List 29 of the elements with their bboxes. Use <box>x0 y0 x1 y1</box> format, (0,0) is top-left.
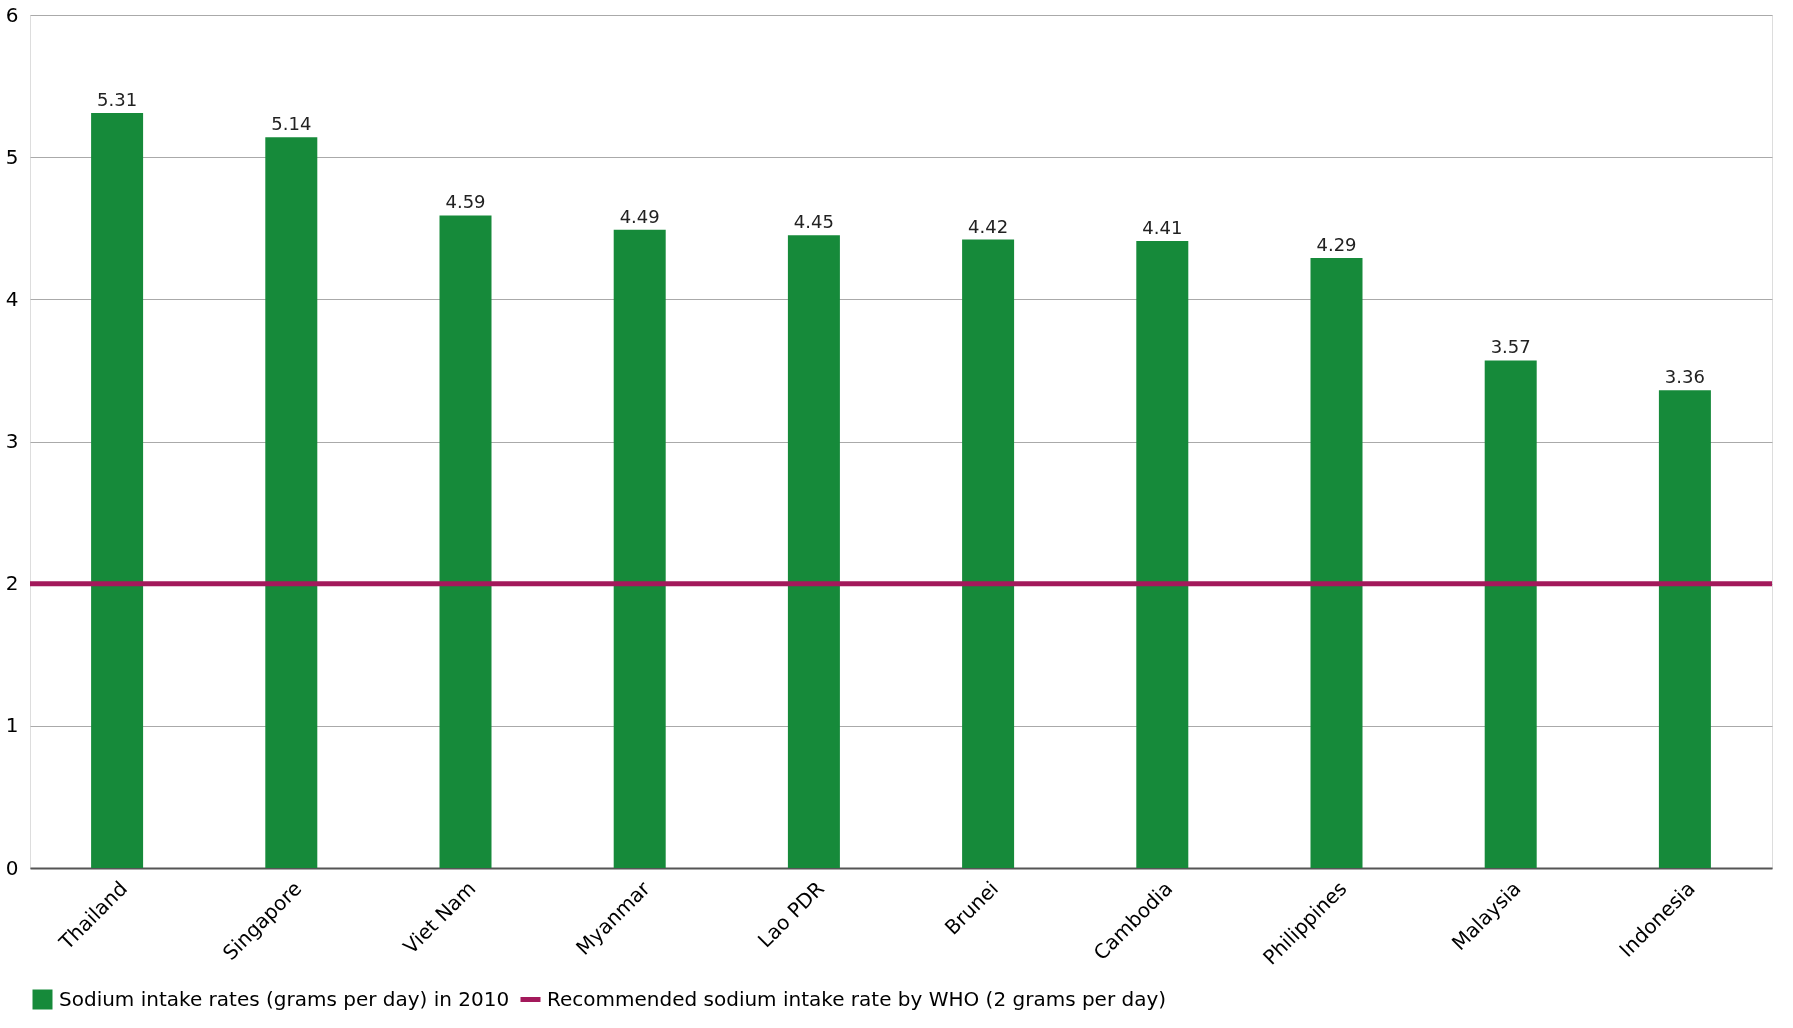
bar <box>1484 360 1537 868</box>
data-label: 3.36 <box>1664 366 1705 388</box>
bar <box>265 137 318 868</box>
data-label: 4.59 <box>445 191 486 213</box>
y-tick-label: 6 <box>5 2 19 27</box>
legend-label: Recommended sodium intake rate by WHO (2 grams per day) <box>547 986 1167 1011</box>
y-tick-label: 3 <box>5 429 19 453</box>
bar <box>439 215 492 868</box>
data-label: 4.41 <box>1142 217 1183 239</box>
y-tick-label: 4 <box>5 286 19 311</box>
data-label: 4.42 <box>968 215 1009 237</box>
bar <box>91 113 144 868</box>
bar <box>1310 258 1363 868</box>
bar <box>1658 390 1711 868</box>
bar <box>613 229 666 868</box>
y-tick-label: 1 <box>5 713 19 738</box>
y-tick-label: 0 <box>5 855 19 880</box>
data-label: 5.31 <box>97 89 138 111</box>
bar <box>787 235 840 868</box>
data-label: 3.57 <box>1490 336 1531 358</box>
data-label: 4.45 <box>793 211 834 233</box>
data-label: 4.29 <box>1316 234 1357 256</box>
legend-label: Sodium intake rates (grams per day) in 2010 <box>59 986 510 1011</box>
data-label: 4.49 <box>619 205 660 227</box>
bar <box>962 239 1015 868</box>
y-tick-label: 5 <box>5 144 19 169</box>
bar <box>1136 241 1189 868</box>
y-tick-label: 2 <box>5 571 19 596</box>
data-label: 5.14 <box>271 113 312 135</box>
